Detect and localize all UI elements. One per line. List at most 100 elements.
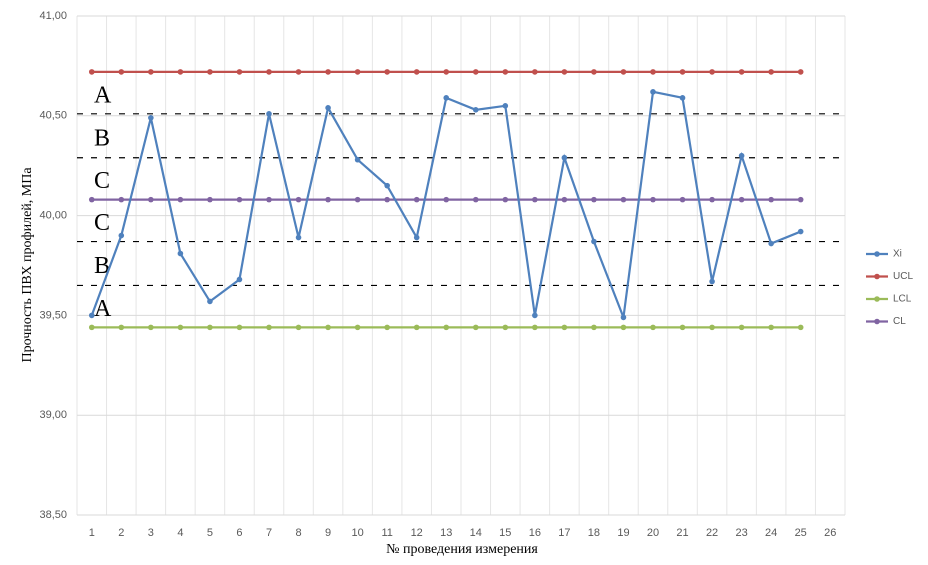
marker [354,324,361,331]
y-tick-label: 41,00 [39,10,67,22]
marker [591,238,597,245]
marker [177,324,184,331]
marker [620,196,627,203]
x-tick-label: 14 [470,527,482,539]
x-tick-label: 3 [148,527,154,539]
marker [709,69,715,75]
marker [561,324,568,331]
marker [532,196,538,203]
marker [325,324,331,331]
marker [472,69,479,75]
marker [148,196,154,203]
legend-label: CL [893,316,906,327]
marker [207,298,213,305]
x-axis-title: № проведения измерения [386,542,538,557]
x-tick-label: 19 [617,527,629,539]
y-tick-label: 40,50 [39,110,67,122]
legend-marker [874,296,880,302]
x-tick-label: 16 [529,527,541,539]
marker [679,69,686,75]
marker [148,324,154,331]
y-tick-label: 38,50 [39,509,67,521]
marker [532,312,538,319]
zone-label: B [94,253,110,279]
marker [443,69,450,75]
marker [472,107,479,113]
x-tick-label: 11 [381,527,392,539]
marker [413,196,420,203]
marker [384,196,390,203]
marker [591,69,597,75]
zone-label: C [94,168,110,194]
x-tick-label: 7 [266,527,272,539]
marker [679,196,686,203]
zone-label: A [94,82,112,108]
marker [266,111,272,117]
x-tick-label: 8 [295,527,301,539]
x-tick-label: 13 [440,527,452,539]
marker [413,234,420,241]
marker [88,196,95,203]
x-tick-label: 9 [325,527,331,539]
marker [443,95,450,101]
zone-label: A [94,296,112,322]
marker [797,324,804,331]
marker [295,69,302,75]
marker [768,324,774,331]
marker [650,89,656,95]
marker [472,324,479,331]
marker [620,324,627,331]
marker [768,196,774,203]
marker [354,196,361,203]
x-tick-label: 26 [824,527,836,539]
y-tick-label: 39,50 [39,309,67,321]
zone-label: C [94,210,110,236]
marker [709,278,715,285]
marker [502,69,509,75]
legend-label: LCL [893,294,912,305]
marker [709,324,715,331]
marker [266,196,272,203]
marker [207,69,213,75]
x-tick-label: 6 [236,527,242,539]
marker [177,196,184,203]
marker [88,69,95,75]
marker [561,196,568,203]
x-tick-label: 15 [499,527,511,539]
marker [177,250,184,257]
marker [118,196,125,203]
x-tick-label: 18 [588,527,600,539]
legend-marker [874,251,880,257]
marker [177,69,184,75]
marker [148,114,154,121]
marker [443,324,450,331]
x-tick-label: 12 [411,527,423,539]
marker [413,324,420,331]
marker [266,69,272,75]
x-tick-label: 10 [351,527,363,539]
marker [532,69,538,75]
marker [709,196,715,203]
legend-marker [874,318,880,325]
marker [502,196,509,203]
marker [295,234,302,241]
x-tick-label: 22 [706,527,718,539]
legend-marker [874,273,880,280]
marker [354,69,361,75]
marker [561,154,568,161]
marker [266,324,272,331]
zone-label: B [94,125,110,151]
marker [738,324,745,331]
marker [797,228,804,235]
marker [118,69,125,75]
x-tick-label: 1 [89,527,95,539]
x-tick-label: 25 [795,527,807,539]
x-tick-label: 24 [765,527,777,539]
marker [679,95,686,101]
marker [768,240,774,247]
marker [88,312,95,319]
marker [797,69,804,75]
marker [502,324,509,331]
marker [768,69,774,75]
